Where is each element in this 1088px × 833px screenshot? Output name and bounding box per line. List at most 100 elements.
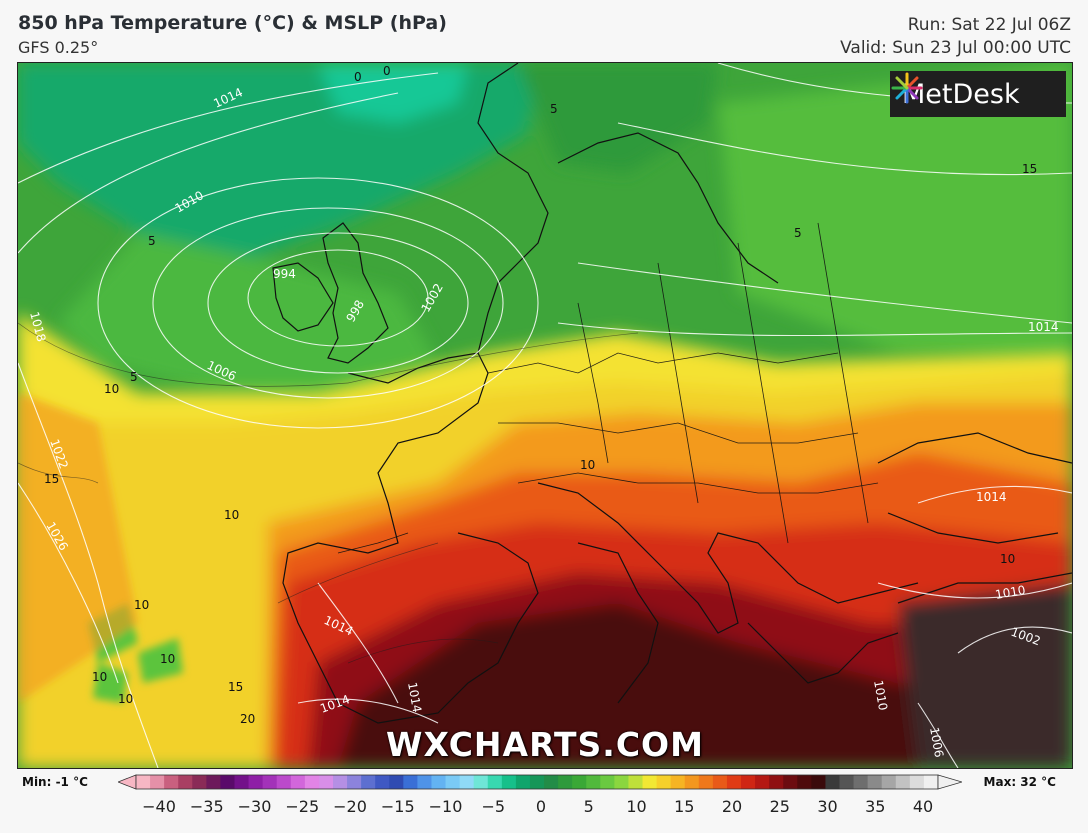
isobar-line — [18, 92, 399, 254]
colorbar-cell — [769, 775, 784, 789]
logo-text: MetDesk — [902, 78, 1020, 110]
black-sea-south — [887, 512, 1059, 544]
isotherm-label: 10 — [160, 652, 175, 666]
colorbar-cell — [403, 775, 418, 789]
colorbar-tick-label: −35 — [189, 797, 224, 816]
isotherm-label: 10 — [580, 458, 595, 472]
isobar-line — [18, 482, 119, 684]
isotherm-label: 10 — [1000, 552, 1015, 566]
colorbar-tick-label: −40 — [142, 797, 176, 816]
isotherm-label: 10 — [118, 692, 133, 706]
color-scale-ticks: −40 −35 −30 −25 −20 −15 −10 −5 0 5 10 15 20 25 30 35 40 — [0, 797, 1088, 821]
border — [737, 242, 789, 544]
colorbar-cell — [276, 775, 292, 789]
colorbar-cell — [586, 775, 601, 789]
green-patch — [93, 663, 128, 703]
colorbar-cell — [656, 775, 672, 789]
isobar-line — [617, 122, 1072, 176]
colorbar-cell — [304, 775, 320, 789]
isotherm-line — [18, 322, 349, 387]
colorbar-cell — [741, 775, 756, 789]
colorbar-cell — [487, 775, 503, 789]
isobar-label: 1014 — [976, 490, 1007, 504]
color-scale-bar — [118, 774, 962, 790]
max-temp-label: Max: 32 °C — [983, 775, 1056, 789]
colorbar-cell — [248, 775, 264, 789]
colorbar-cell — [332, 775, 348, 789]
colorbar-cell — [825, 775, 841, 789]
colorbar-cell — [684, 775, 700, 789]
colorbar-cell — [572, 775, 587, 789]
isotherm-label: 0 — [354, 70, 362, 84]
border — [487, 352, 839, 374]
eastern-europe-air — [718, 63, 1072, 363]
denmark-norway-coast — [477, 63, 549, 354]
valid-time: Valid: Sun 23 Jul 00:00 UTC — [840, 38, 1071, 58]
colorbar-cell — [614, 775, 629, 789]
isobar-ring — [207, 232, 469, 374]
colorbar-cell — [178, 775, 193, 789]
baltic-coast — [557, 132, 779, 284]
colorbar-cell — [670, 775, 686, 789]
colorbar-tick-label: −15 — [380, 797, 415, 816]
metdesk-burst-icon — [891, 72, 923, 104]
colorbar-cell — [839, 775, 855, 789]
isotherm-label: 0 — [383, 64, 391, 78]
colorbar-cell — [290, 775, 306, 789]
britain-outline — [322, 222, 389, 364]
coldest-air-mass — [318, 63, 468, 123]
isobar-label: 1010 — [871, 679, 890, 712]
colorbar-tick-label: −25 — [285, 797, 320, 816]
colorbar-cell — [136, 775, 151, 789]
isobar-line — [557, 322, 1072, 337]
italy-boot — [577, 542, 659, 704]
isotherm-label: 10 — [224, 508, 239, 522]
colorbar-tick-label: 0 — [535, 797, 547, 816]
turkey-coast — [897, 572, 1072, 604]
colorbar-cell — [445, 775, 461, 789]
colorbar-cell — [473, 775, 489, 789]
colorbar-cell — [501, 775, 517, 789]
colorbar-cell — [347, 775, 362, 789]
scandinavia-air — [518, 63, 718, 173]
isotherm-label: 5 — [130, 370, 138, 384]
isobar-label: 1010 — [994, 583, 1027, 602]
isobars — [18, 63, 1072, 768]
colorbar-cell — [895, 775, 911, 789]
green-patch — [138, 638, 183, 683]
colorbar-cell — [234, 775, 250, 789]
colorbar-tick-label: 25 — [769, 797, 790, 816]
colorbar-cell — [515, 775, 531, 789]
map-canvas: 1014 1010 1018 1022 1026 1006 1002 998 9… — [18, 63, 1072, 768]
isobar-ring — [247, 249, 429, 347]
colorbar-tick-label: 20 — [721, 797, 743, 816]
isobar-line — [917, 702, 959, 768]
western-europe-coast — [282, 352, 539, 724]
isotherm-label: 15 — [44, 472, 59, 486]
isobar-line — [18, 72, 439, 184]
colorbar-tick-label: −30 — [237, 797, 272, 816]
colorbar-cell — [853, 775, 869, 789]
watermark: WXCHARTS.COM — [386, 725, 704, 764]
colorbar-cell — [206, 775, 221, 789]
isotherm-label: 10 — [134, 598, 149, 612]
colorbar-cell — [811, 775, 826, 789]
colorbar-cell — [909, 775, 925, 789]
colorbar-cell — [783, 775, 798, 789]
colorbar-cell — [867, 775, 883, 789]
min-temp-label: Min: -1 °C — [22, 775, 88, 789]
colorbar-tick-label: −20 — [333, 797, 367, 816]
border — [337, 532, 409, 554]
isobar-ring — [152, 207, 504, 399]
isobar-label: 1006 — [927, 726, 946, 759]
colorbar-tick-label: 40 — [912, 797, 934, 816]
isotherm-label: 20 — [240, 712, 255, 726]
border — [577, 302, 609, 464]
chart-title: 850 hPa Temperature (°C) & MSLP (hPa) — [18, 12, 447, 34]
isotherm-label: 5 — [550, 102, 558, 116]
black-sea-coast — [877, 432, 1072, 464]
isobar-label: 1014 — [405, 681, 424, 714]
grey-zone — [898, 583, 1072, 768]
border — [498, 422, 859, 444]
isotherms — [18, 322, 639, 664]
